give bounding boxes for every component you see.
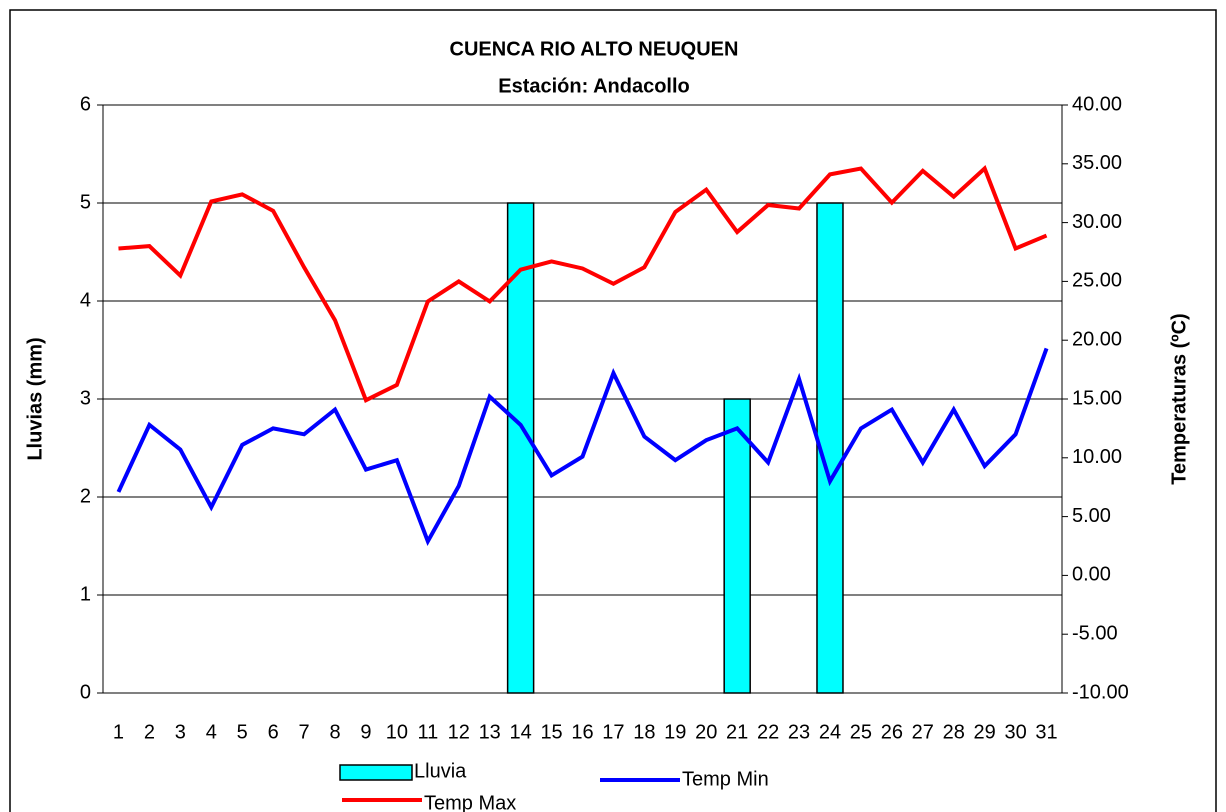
x-tick-label: 24 [819,721,841,743]
x-tick-label: 29 [974,721,996,743]
chart-subtitle: Estación: Andacollo [498,75,690,97]
x-tick-label: 10 [386,721,408,743]
x-tick-label: 9 [360,721,371,743]
x-tick-label: 12 [448,721,470,743]
legend-label: Temp Max [424,792,516,812]
y2-tick-label: 20.00 [1072,328,1122,350]
y-axis-label: Lluvias (mm) [24,337,46,460]
y2-tick-label: -10.00 [1072,681,1129,703]
bar [723,398,751,694]
bar [506,202,535,694]
x-tick-label: 23 [788,721,810,743]
x-tick-label: 4 [206,721,217,743]
chart-title: CUENCA RIO ALTO NEUQUEN [450,38,739,60]
y-tick-label: 6 [80,93,91,115]
x-tick-label: 17 [602,721,624,743]
x-tick-label: 31 [1035,721,1057,743]
y-tick-label: 0 [80,681,91,703]
line-series [118,165,1048,403]
y2-tick-label: 5.00 [1072,505,1111,527]
y2-tick-label: 0.00 [1072,564,1111,586]
y-tick-label: 2 [80,485,91,507]
y-tick-label: 1 [80,583,91,605]
x-tick-label: 2 [144,721,155,743]
legend-swatch [339,764,413,781]
x-tick-label: 3 [175,721,186,743]
y2-tick-label: 40.00 [1072,93,1122,115]
line-series [116,347,1049,547]
x-tick-label: 20 [695,721,717,743]
x-tick-label: 21 [726,721,748,743]
chart-border [9,9,1217,812]
x-tick-label: 18 [633,721,655,743]
x-tick-label: 6 [268,721,279,743]
x-tick-label: 8 [329,721,340,743]
x-tick-label: 14 [510,721,532,743]
x-tick-label: 13 [479,721,501,743]
x-tick-label: 25 [850,721,872,743]
x-tick-label: 28 [943,721,965,743]
x-tick-label: 19 [664,721,686,743]
x-tick-label: 16 [571,721,593,743]
x-tick-label: 26 [881,721,903,743]
y-tick-label: 4 [80,289,91,311]
y2-axis-label: Temperaturas (ºC) [1168,313,1190,484]
y2-tick-label: -5.00 [1072,622,1118,644]
x-tick-label: 15 [540,721,562,743]
y-tick-label: 5 [80,191,91,213]
y2-tick-label: 15.00 [1072,387,1122,409]
y2-tick-label: 25.00 [1072,270,1122,292]
x-tick-label: 30 [1004,721,1026,743]
y2-tick-label: 10.00 [1072,446,1122,468]
x-tick-label: 1 [113,721,124,743]
x-tick-label: 27 [912,721,934,743]
legend-label: Temp Min [682,768,769,790]
x-tick-label: 5 [237,721,248,743]
y2-tick-label: 35.00 [1072,152,1122,174]
x-tick-label: 11 [417,721,438,743]
x-tick-label: 7 [299,721,310,743]
x-tick-label: 22 [757,721,779,743]
y2-tick-label: 30.00 [1072,211,1122,233]
y-tick-label: 3 [80,387,91,409]
legend-label: Lluvia [414,760,467,782]
